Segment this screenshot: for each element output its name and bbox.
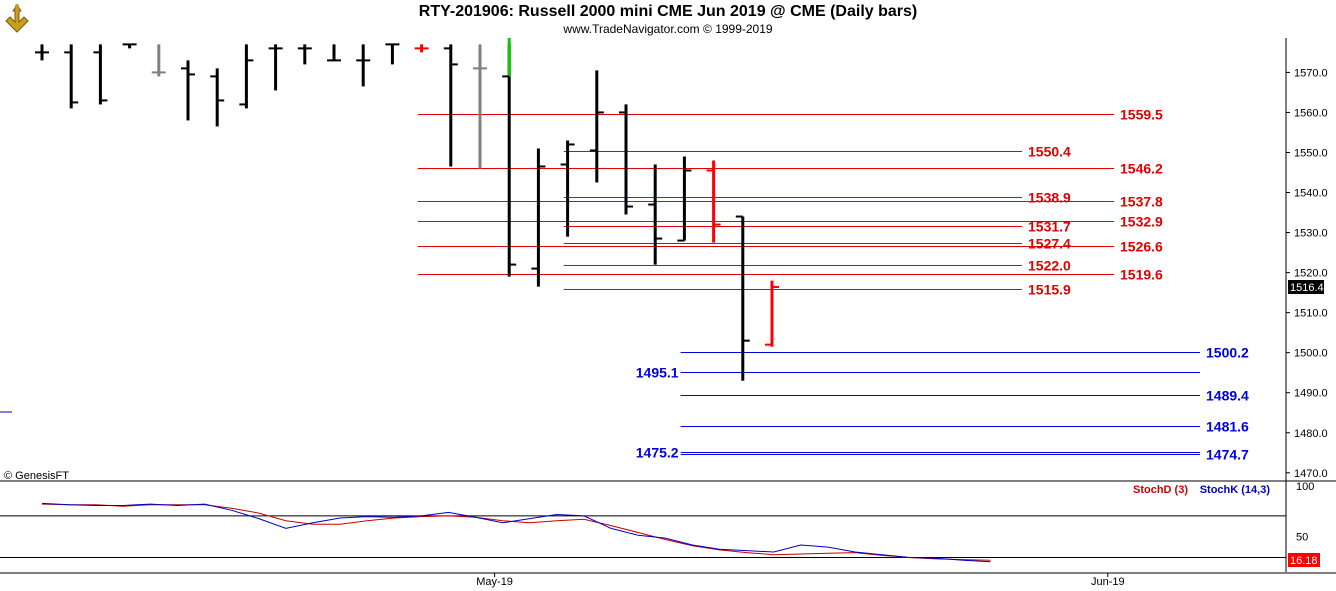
price-tick-label: 1520.0 bbox=[1294, 268, 1328, 280]
date-axis: May-19 Jun-19 bbox=[476, 573, 1125, 588]
trade-navigator-logo-icon bbox=[5, 4, 29, 33]
price-level-label: 1538.9 bbox=[1028, 190, 1071, 206]
price-level-label: 1489.4 bbox=[1206, 388, 1249, 404]
price-tick-label: 1550.0 bbox=[1294, 147, 1328, 159]
price-level-label: 1481.6 bbox=[1206, 419, 1249, 435]
price-level-label: 1550.4 bbox=[1028, 144, 1071, 160]
price-level-label: 1531.7 bbox=[1028, 219, 1071, 235]
stoch-series-line bbox=[41, 503, 991, 561]
price-level-label: 1519.6 bbox=[1120, 267, 1163, 283]
price-level-label: 1546.2 bbox=[1120, 161, 1163, 177]
price-level-label: 1522.0 bbox=[1028, 258, 1071, 274]
chart-header: RTY-201906: Russell 2000 mini CME Jun 20… bbox=[0, 0, 1336, 38]
price-level-label: 1526.6 bbox=[1120, 239, 1163, 255]
stoch-legend-d: StochD (3) bbox=[1133, 484, 1188, 496]
price-tick-label: 1480.0 bbox=[1294, 428, 1328, 440]
price-tick-label: 1470.0 bbox=[1294, 468, 1328, 480]
copyright-text: www.TradeNavigator.com © 1999-2019 bbox=[563, 22, 773, 36]
price-level-label: 1515.9 bbox=[1028, 282, 1071, 298]
price-plot-area bbox=[0, 38, 1286, 480]
price-level-label: 1495.1 bbox=[636, 365, 679, 381]
price-tick-label: 1510.0 bbox=[1294, 308, 1328, 320]
price-tick-label: 1540.0 bbox=[1294, 188, 1328, 200]
price-level-label: 1500.2 bbox=[1206, 345, 1249, 361]
stoch-tick-label: 100 bbox=[1296, 481, 1314, 493]
price-axis: 1570.0 1560.0 1550.0 1540.0 1530.0 1520.0 1510… bbox=[1286, 67, 1328, 480]
current-price-box bbox=[1288, 280, 1324, 295]
price-tick-label: 1530.0 bbox=[1294, 228, 1328, 240]
stoch-tick-label: 50 bbox=[1296, 532, 1308, 544]
price-tick-label: 1490.0 bbox=[1294, 388, 1328, 400]
stoch-value-box bbox=[1288, 553, 1320, 567]
price-level-label: 1559.5 bbox=[1120, 107, 1163, 123]
stoch-legend-k: StochK (14,3) bbox=[1200, 484, 1271, 496]
price-level-label: 1474.7 bbox=[1206, 447, 1249, 463]
date-tick-label: May-19 bbox=[476, 576, 513, 588]
price-tick-label: 1570.0 bbox=[1294, 67, 1328, 79]
price-level-label: 1527.4 bbox=[1028, 236, 1071, 252]
stochastic-panel: 100 50 StochD (3) StochK (14,3) 16.18 bbox=[0, 481, 1320, 567]
price-level-label: 1475.2 bbox=[636, 445, 679, 461]
stoch-value-label: 16.18 bbox=[1290, 555, 1318, 567]
price-tick-label: 1560.0 bbox=[1294, 107, 1328, 119]
price-tick-label: 1500.0 bbox=[1294, 348, 1328, 360]
price-level-label: 1537.8 bbox=[1120, 194, 1163, 210]
chart-title: RTY-201906: Russell 2000 mini CME Jun 20… bbox=[418, 3, 918, 20]
stoch-series-line bbox=[41, 502, 991, 563]
date-tick-label: Jun-19 bbox=[1091, 576, 1125, 588]
price-bars bbox=[35, 38, 779, 381]
watermark: © GenesisFT bbox=[4, 470, 69, 482]
current-price-label: 1516.4 bbox=[1290, 282, 1324, 294]
chart-frame bbox=[0, 38, 1336, 574]
price-level-label: 1532.9 bbox=[1120, 214, 1163, 230]
price-levels: 1559.5 1550.4 1546.2 1538.9 1537.8 1532.9 1531… bbox=[417, 107, 1249, 463]
